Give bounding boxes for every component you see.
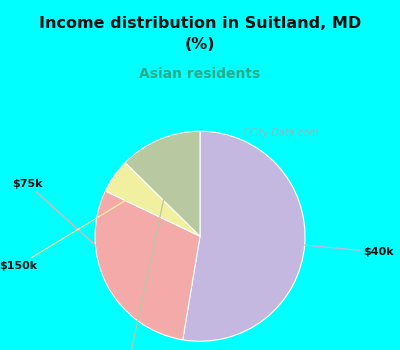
Text: $150k: $150k [0, 193, 138, 271]
Text: Income distribution in Suitland, MD: Income distribution in Suitland, MD [39, 16, 361, 31]
Text: Asian residents: Asian residents [139, 66, 261, 80]
Text: $40k: $40k [286, 243, 393, 257]
Text: (%): (%) [185, 37, 215, 52]
Text: ⓘ: ⓘ [244, 128, 250, 139]
Text: $125k: $125k [107, 167, 171, 350]
Wedge shape [125, 131, 200, 236]
Text: City-Data.com: City-Data.com [249, 128, 319, 139]
Wedge shape [95, 191, 200, 340]
Text: $75k: $75k [12, 179, 127, 274]
Wedge shape [183, 131, 305, 341]
Wedge shape [105, 163, 200, 236]
